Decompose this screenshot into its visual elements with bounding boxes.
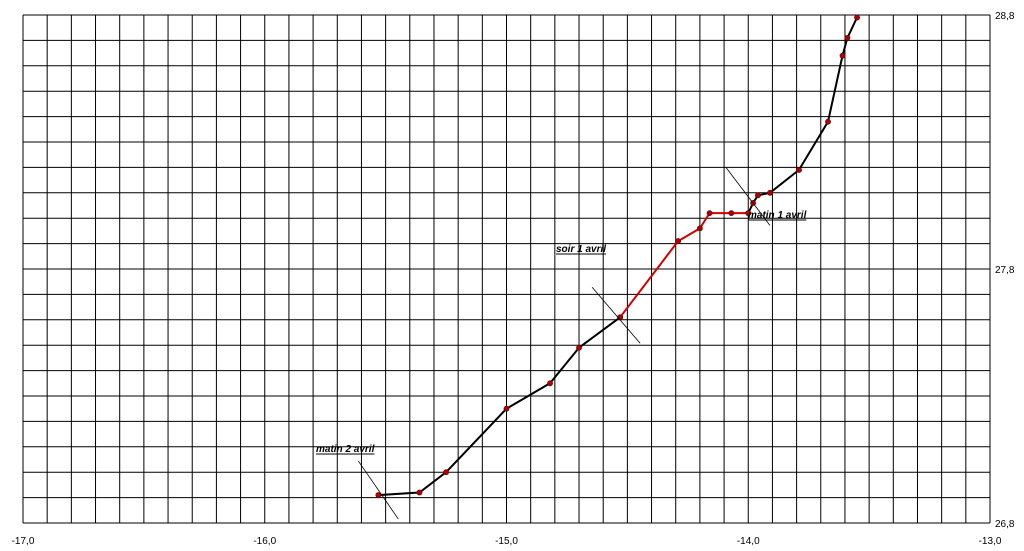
annotation-label: matin 2 avril [316,444,375,455]
annotation-leader-line [591,286,641,344]
data-point [503,405,510,412]
data-point [854,14,860,21]
data-point [796,167,802,173]
x-tick-label: -16,0 [253,536,276,547]
data-point [755,192,761,199]
annotation: matin 1 avril [725,167,807,226]
annotation-leader-line [725,167,771,226]
data-point [416,489,423,496]
data-point [547,380,553,387]
data-point [697,225,703,232]
data-point [375,492,382,498]
data-point [706,210,713,217]
chart-grid [22,14,991,524]
data-point [728,210,735,217]
annotation-label: matin 1 avril [748,210,807,221]
chart-annotations: matin 1 avril soir 1 avril matin 2 avril [316,167,807,520]
annotation: matin 2 avril [316,444,399,520]
x-axis-ticks: -17,0 -16,0 -15,0 -14,0 -13,0 [12,536,1002,547]
annotation: soir 1 avril [556,244,641,344]
data-point [675,238,682,244]
annotation-label: soir 1 avril [556,244,606,255]
data-point [745,210,752,217]
y-axis-ticks: 28,8 27,8 26,8 [995,11,1015,530]
annotation-leader-line [358,460,399,520]
data-point [767,189,773,196]
y-tick-label: 28,8 [995,11,1015,22]
data-point [443,469,449,476]
data-point [839,52,846,59]
data-point [576,344,582,351]
y-tick-label: 27,8 [995,265,1015,276]
data-point [825,118,831,125]
y-tick-label: 26,8 [995,519,1015,530]
data-point [844,34,851,41]
x-tick-label: -15,0 [495,536,518,547]
x-tick-label: -14,0 [737,536,760,547]
x-tick-label: -13,0 [979,536,1002,547]
x-tick-label: -17,0 [12,536,35,547]
